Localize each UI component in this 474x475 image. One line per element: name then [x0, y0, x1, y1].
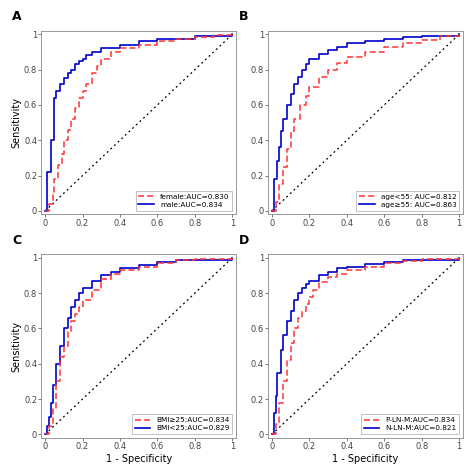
- Legend: BMI≥25:AUC=0.834, BMI<25:AUC=0.829: BMI≥25:AUC=0.834, BMI<25:AUC=0.829: [132, 414, 232, 434]
- Text: D: D: [239, 234, 249, 247]
- Text: C: C: [12, 234, 21, 247]
- Y-axis label: Sensitivity: Sensitivity: [11, 97, 21, 148]
- Legend: age<55: AUC=0.812, age≥55: AUC=0.863: age<55: AUC=0.812, age≥55: AUC=0.863: [356, 191, 459, 211]
- Text: B: B: [239, 10, 248, 23]
- X-axis label: 1 - Specificity: 1 - Specificity: [332, 454, 399, 464]
- Legend: female:AUC=0.830, male:AUC=0.834: female:AUC=0.830, male:AUC=0.834: [136, 191, 232, 211]
- Text: A: A: [12, 10, 22, 23]
- Legend: P-LN-M:AUC=0.834, N-LN-M:AUC=0.821: P-LN-M:AUC=0.834, N-LN-M:AUC=0.821: [361, 414, 459, 434]
- Y-axis label: Sensitivity: Sensitivity: [11, 321, 21, 371]
- X-axis label: 1 - Specificity: 1 - Specificity: [106, 454, 172, 464]
